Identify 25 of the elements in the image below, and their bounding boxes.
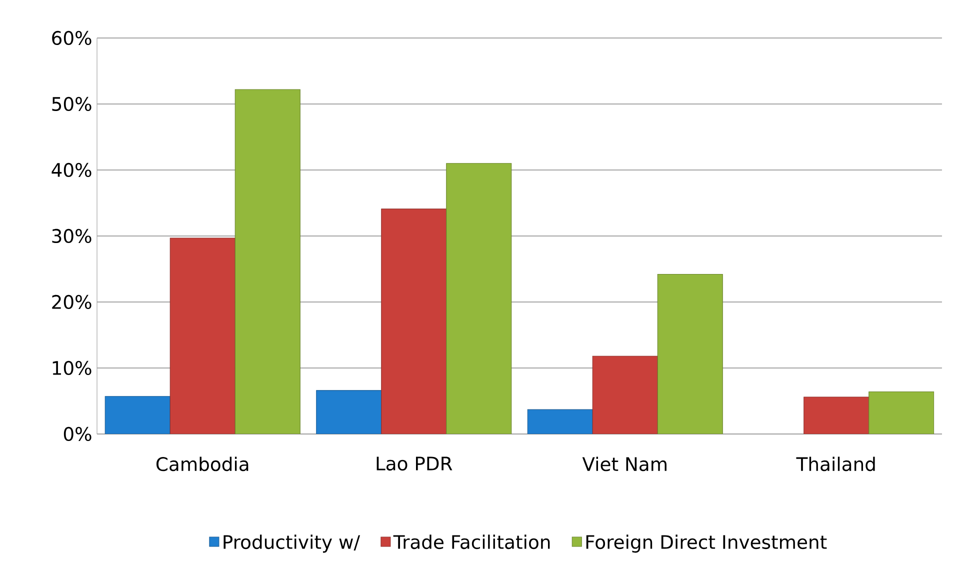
bar — [446, 163, 512, 434]
bar — [657, 274, 723, 434]
x-tick-label: Viet Nam — [582, 456, 666, 472]
legend-label: Productivity w/ — [224, 534, 360, 553]
bar — [104, 396, 170, 434]
x-tick-label: Lao PDR — [376, 456, 452, 471]
y-tick-label: 60% — [52, 30, 92, 46]
bar — [804, 396, 870, 434]
legend-label: Trade Facilitation — [393, 534, 550, 550]
y-tick-label: 40% — [52, 162, 92, 178]
bar — [381, 208, 447, 434]
bar — [316, 390, 382, 434]
bar — [527, 409, 593, 434]
y-tick-label: 10% — [52, 360, 92, 376]
bar — [234, 89, 300, 434]
y-tick-label: 0% — [64, 426, 92, 442]
x-tick-label: Cambodia — [156, 456, 248, 472]
bar — [170, 238, 236, 434]
x-tick-label: Thailand — [796, 456, 875, 472]
y-tick-label: 30% — [52, 228, 92, 244]
y-tick-label: 20% — [52, 294, 92, 310]
legend-label: Foreign Direct Investment — [586, 534, 827, 553]
bar — [592, 356, 658, 434]
bar — [868, 391, 934, 434]
y-tick-label: 50% — [52, 96, 92, 112]
